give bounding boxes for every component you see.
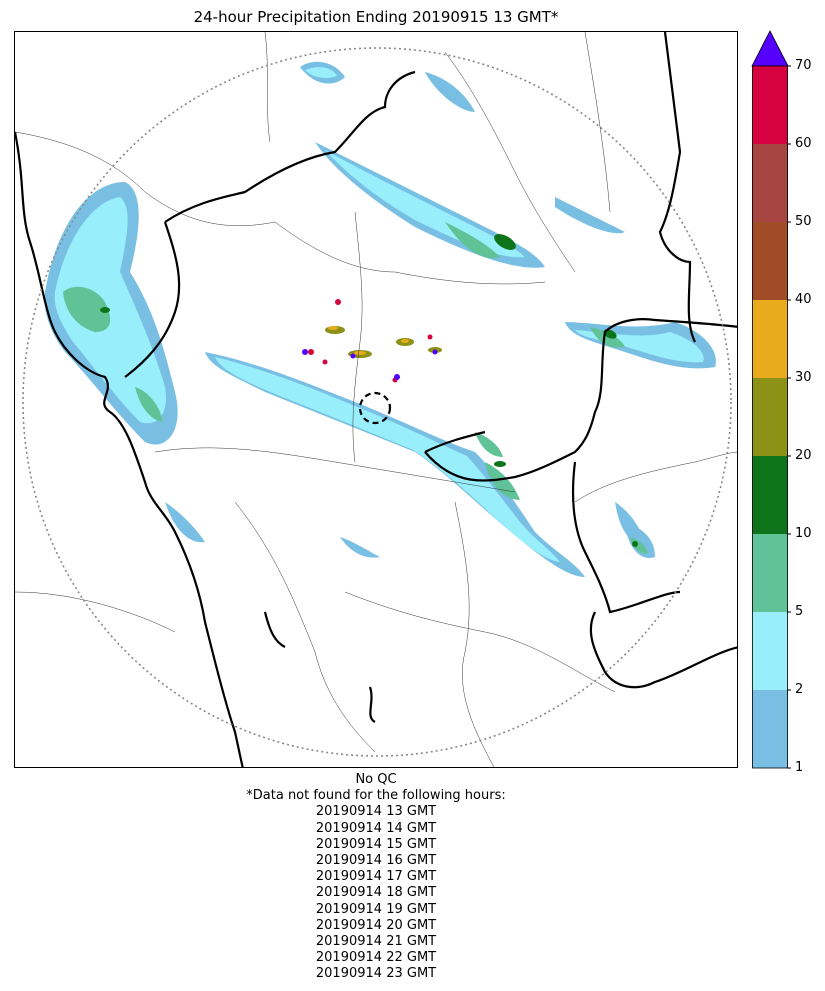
missing-hour-item: 20190914 17 GMT bbox=[315, 869, 437, 885]
colorbar-tick-label: 1 bbox=[795, 760, 804, 775]
missing-header: *Data not found for the following hours: bbox=[246, 788, 506, 804]
missing-hour-item: 20190914 23 GMT bbox=[315, 966, 437, 982]
colorbar-border bbox=[752, 65, 788, 769]
colorbar-segment bbox=[752, 66, 788, 144]
colorbar-tick-label: 40 bbox=[795, 292, 812, 307]
colorbar-tick-label: 10 bbox=[795, 526, 812, 541]
radar-site-marker bbox=[358, 391, 392, 425]
missing-hour-item: 20190914 14 GMT bbox=[315, 820, 437, 836]
colorbar-tick-label: 2 bbox=[795, 682, 804, 697]
colorbar-extend-arrow bbox=[751, 30, 789, 67]
precip-layer-cyan bbox=[54, 67, 704, 562]
colorbar-segment bbox=[752, 144, 788, 222]
colorbar-segment bbox=[752, 612, 788, 690]
missing-hour-item: 20190914 13 GMT bbox=[315, 804, 437, 820]
colorbar-tick-label: 20 bbox=[795, 448, 812, 463]
missing-hour-item: 20190914 22 GMT bbox=[315, 950, 437, 966]
colorbar-tick-label: 70 bbox=[795, 58, 812, 73]
missing-hour-item: 20190914 19 GMT bbox=[315, 901, 437, 917]
colorbar-segment bbox=[752, 378, 788, 456]
precip-layer-green bbox=[63, 222, 648, 554]
district-boundaries bbox=[15, 32, 737, 767]
notes-block: No QC *Data not found for the following … bbox=[14, 772, 738, 983]
missing-hours-list: 20190914 13 GMT 20190914 14 GMT 20190914 1… bbox=[14, 804, 738, 982]
missing-hour-item: 20190914 20 GMT bbox=[315, 917, 437, 933]
precip-layer-intense bbox=[302, 299, 442, 383]
colorbar-segment bbox=[752, 456, 788, 534]
colorbar-tick-label: 60 bbox=[795, 136, 812, 151]
state-boundaries bbox=[15, 32, 737, 767]
missing-hour-item: 20190914 16 GMT bbox=[315, 853, 437, 869]
colorbar-tick-label: 5 bbox=[795, 604, 804, 619]
colorbar-tick-label: 50 bbox=[795, 214, 812, 229]
colorbar bbox=[751, 30, 791, 769]
precip-layer-light bbox=[44, 61, 716, 577]
colorbar-segment bbox=[752, 534, 788, 612]
missing-hour-item: 20190914 18 GMT bbox=[315, 885, 437, 901]
colorbar-segment bbox=[752, 222, 788, 300]
precipitation-map bbox=[14, 31, 738, 768]
map-canvas bbox=[15, 32, 737, 767]
qc-note: No QC bbox=[355, 772, 397, 787]
range-ring bbox=[22, 47, 732, 757]
missing-hour-item: 20190914 21 GMT bbox=[315, 934, 437, 950]
colorbar-segment bbox=[752, 300, 788, 378]
precip-layer-darkgreen bbox=[100, 234, 638, 547]
colorbar-tick-label: 30 bbox=[795, 370, 812, 385]
chart-title: 24-hour Precipitation Ending 20190915 13… bbox=[193, 8, 559, 26]
colorbar-segment bbox=[752, 690, 788, 768]
missing-hour-item: 20190914 15 GMT bbox=[315, 836, 437, 852]
